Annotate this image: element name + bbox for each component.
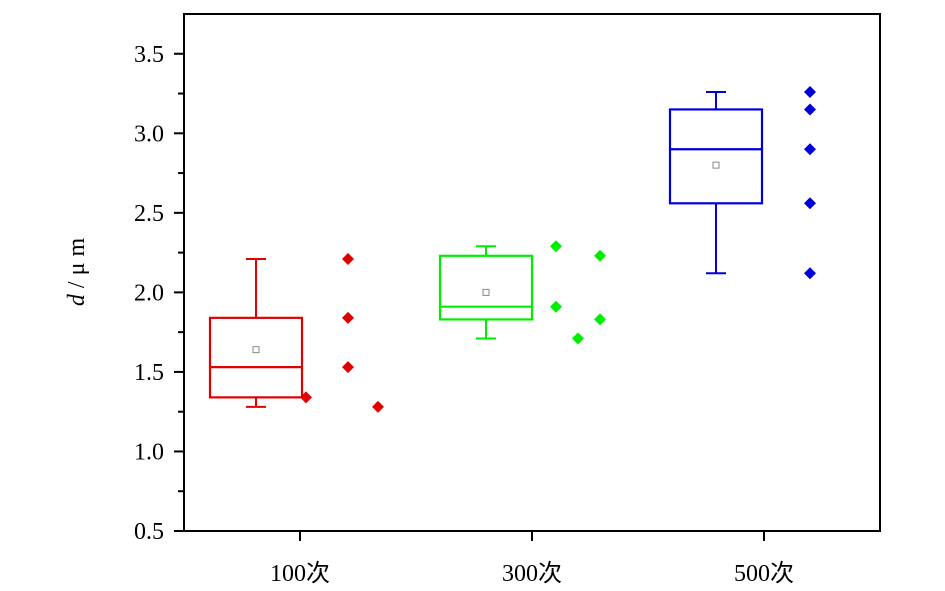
y-tick-label: 0.5 <box>134 519 164 545</box>
data-point <box>372 400 384 413</box>
x-tick-label: 100次 <box>270 560 330 587</box>
axes: 0.5 1.0 1.5 2.0 2.5 3.0 3.5 100次 300次 500次 <box>134 13 881 587</box>
data-point <box>300 391 312 404</box>
mean-marker <box>712 161 720 169</box>
series-2 <box>438 240 606 345</box>
iqr-box <box>208 316 304 399</box>
series-1 <box>208 252 384 413</box>
data-point <box>804 267 816 280</box>
chart-marks <box>208 85 816 413</box>
data-point <box>594 313 606 326</box>
data-point <box>342 361 354 374</box>
mean-marker <box>482 288 490 296</box>
data-point <box>804 103 816 116</box>
data-point <box>550 240 562 253</box>
data-point <box>572 332 584 345</box>
data-point <box>804 85 816 98</box>
y-tick-label: 2.5 <box>134 201 164 227</box>
y-tick-label: 3.0 <box>134 121 164 147</box>
y-axis-title-unit: / μ m <box>64 238 90 295</box>
x-tick-label: 500次 <box>734 560 794 587</box>
mean-marker <box>252 346 260 354</box>
y-tick-label: 1.0 <box>134 439 164 465</box>
y-tick-label: 3.5 <box>134 42 164 68</box>
iqr-box <box>668 108 764 205</box>
y-tick-label: 1.5 <box>134 360 164 386</box>
y-tick-label: 2.0 <box>134 280 164 306</box>
data-point <box>804 143 816 156</box>
data-point <box>342 311 354 324</box>
data-point <box>550 300 562 313</box>
data-point <box>594 249 606 262</box>
y-axis-title-variable: d <box>64 293 90 306</box>
series-3 <box>668 85 816 280</box>
data-point <box>804 197 816 210</box>
x-tick-label: 300次 <box>502 560 562 587</box>
iqr-box <box>438 254 534 321</box>
data-point <box>342 252 354 265</box>
y-axis-title: d / μ m <box>64 238 90 307</box>
